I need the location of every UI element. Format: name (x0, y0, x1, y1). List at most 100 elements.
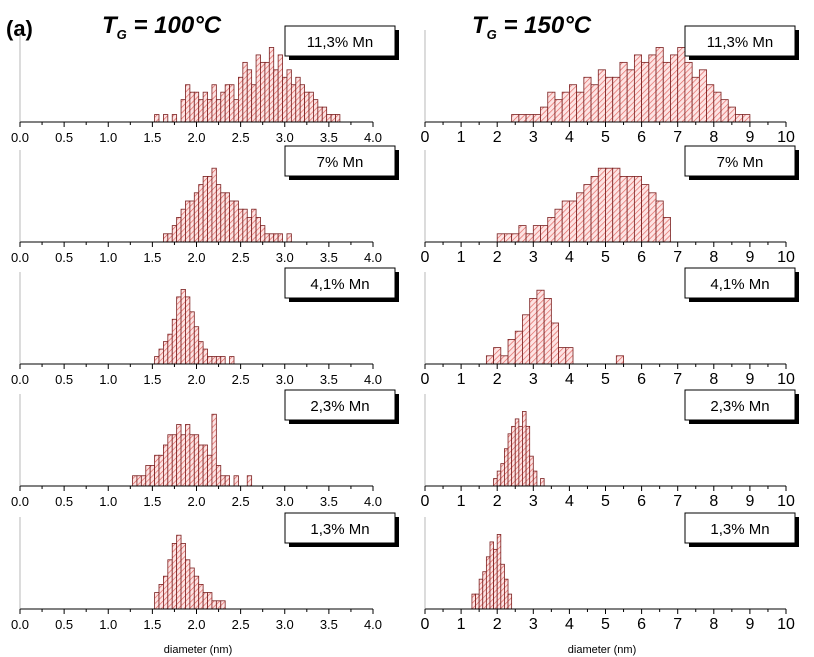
x-tick-label: 8 (709, 129, 718, 146)
x-tick-label: 3.5 (320, 372, 338, 387)
x-tick-label: 0 (421, 493, 430, 510)
histogram-bar (211, 413, 217, 487)
x-tick-label: 8 (709, 493, 718, 510)
histogram-bar (529, 297, 538, 365)
histogram-bar (532, 114, 541, 123)
histogram-bar (684, 61, 693, 123)
histogram-bar (268, 47, 275, 123)
x-tick-label: 9 (745, 371, 754, 388)
histogram-bar (619, 61, 628, 123)
x-tick-label: 0.0 (11, 250, 29, 265)
x-axis-label-100c: diameter (nm) (163, 644, 233, 656)
histogram-bar (742, 114, 751, 123)
histogram-bar (171, 434, 178, 487)
histogram-bar (529, 455, 534, 487)
histogram-bar (605, 167, 614, 243)
histogram-bar (540, 106, 549, 123)
x-tick-label: 3 (529, 371, 538, 388)
histogram-bar (496, 534, 502, 610)
histogram-bar (655, 47, 664, 123)
histogram-bar (482, 571, 487, 610)
histogram-bar (626, 69, 635, 123)
histogram-bar (576, 192, 585, 243)
x-tick-label: 1.5 (143, 494, 161, 509)
histogram-bar (185, 296, 191, 365)
annotation-label: 4,1% Mn (710, 276, 769, 293)
histogram-bar (246, 69, 253, 123)
histogram-bar (277, 54, 283, 123)
histogram-bar (612, 167, 621, 243)
histogram-bar (536, 289, 545, 365)
histogram-bar (207, 592, 213, 610)
histogram-bar (180, 289, 186, 365)
x-tick-label: 4.0 (364, 494, 382, 509)
histogram-bar (511, 233, 520, 243)
histogram-bar (202, 348, 208, 365)
histogram-bar (185, 84, 191, 123)
histogram-bar (251, 84, 257, 123)
x-tick-label: 1 (457, 616, 466, 633)
histogram-bar (648, 192, 657, 243)
histogram-bar (543, 297, 552, 365)
x-tick-label: 5 (601, 249, 610, 266)
histogram-bar (246, 475, 253, 487)
x-tick-label: 8 (709, 371, 718, 388)
histogram-bar (207, 454, 213, 487)
x-tick-label: 3 (529, 493, 538, 510)
histogram-bar (211, 84, 217, 123)
x-tick-label: 0.0 (11, 130, 29, 145)
histogram-bar (500, 463, 505, 487)
x-tick-label: 4.0 (364, 617, 382, 632)
histogram-bar (500, 355, 509, 365)
histogram-bar (158, 454, 164, 487)
x-tick-label: 1 (457, 493, 466, 510)
x-tick-label: 2 (493, 129, 502, 146)
histogram-bar (163, 114, 169, 123)
histogram-bar (167, 559, 173, 610)
histogram-0: 0.0 0.5 1.0 1.5 2.0 2.5 3.0 3.5 4.0 11,3% Mn (11, 25, 399, 145)
histogram-bar (193, 434, 200, 487)
histogram-bar (496, 233, 505, 243)
x-tick-label: 9 (745, 616, 754, 633)
histogram-bar (233, 99, 239, 123)
x-tick-label: 2.5 (232, 494, 250, 509)
histogram-bar (662, 61, 671, 123)
histogram-bar (238, 208, 244, 243)
histogram-bar (251, 208, 257, 243)
histogram-bar (330, 114, 336, 123)
histogram-bar (727, 106, 736, 123)
histogram-bar (246, 216, 253, 243)
histogram-bar (485, 556, 491, 610)
x-tick-label: 5 (601, 129, 610, 146)
histogram-bar (189, 200, 195, 243)
x-tick-label: 7 (673, 371, 682, 388)
x-tick-label: 3.0 (276, 250, 294, 265)
histogram-bar (167, 333, 173, 365)
histogram-bar (163, 444, 169, 487)
histogram-1: 0.0 0.5 1.0 1.5 2.0 2.5 3.0 3.5 4.0 7% Mn (11, 145, 399, 265)
x-tick-label: 1.0 (99, 494, 117, 509)
histogram-bar (158, 348, 164, 365)
histogram-5: 0 1 2 3 4 5 6 7 8 9 10 11,3% Mn (421, 25, 799, 146)
histogram-bar (496, 470, 502, 487)
x-tick-label: 0.5 (55, 250, 73, 265)
x-tick-label: 3.0 (276, 494, 294, 509)
x-tick-label: 3.0 (276, 130, 294, 145)
histogram-bar (633, 54, 643, 123)
histogram-bar (522, 314, 531, 365)
x-tick-label: 4.0 (364, 250, 382, 265)
x-tick-label: 1 (457, 249, 466, 266)
histogram-bar (321, 106, 328, 123)
x-tick-label: 2.0 (187, 130, 205, 145)
histogram-bar (554, 99, 563, 123)
x-tick-label: 3 (529, 249, 538, 266)
histogram-bar (619, 175, 628, 243)
annotation-box (284, 389, 396, 421)
histogram-bar (154, 454, 160, 487)
x-tick-label: 5 (601, 493, 610, 510)
x-tick-label: 4 (565, 616, 574, 633)
histogram-bar (171, 225, 178, 243)
histogram-bar (493, 548, 498, 610)
histogram-bar (698, 69, 707, 123)
histogram-bar (132, 475, 138, 487)
